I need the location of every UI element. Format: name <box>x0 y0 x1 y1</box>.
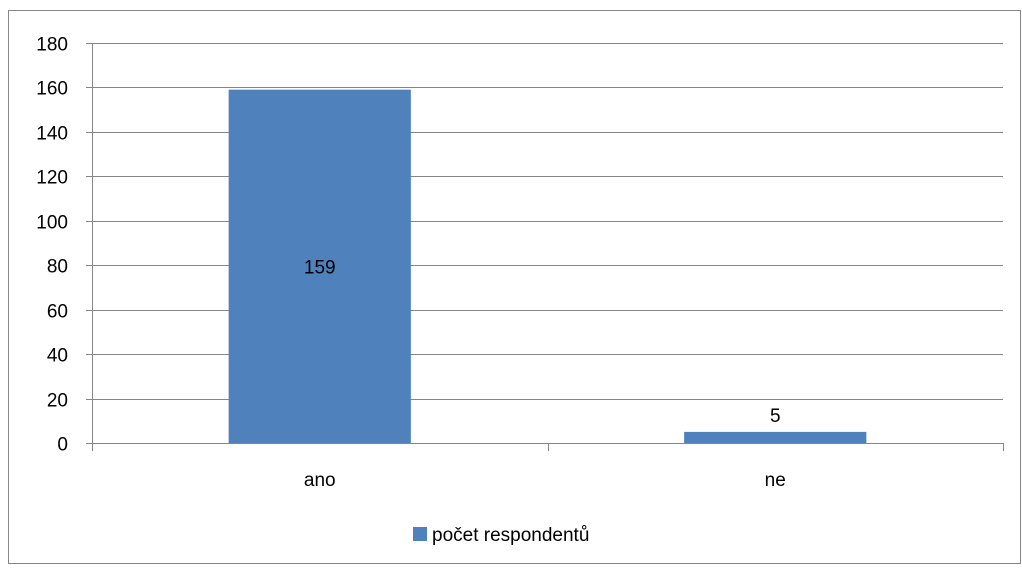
legend-swatch <box>413 527 427 541</box>
chart-border <box>8 10 1021 564</box>
y-tick-label: 140 <box>36 124 68 145</box>
y-tick-label: 120 <box>36 168 68 189</box>
y-tick-label: 20 <box>47 391 68 412</box>
legend-label: počet respondentů <box>432 525 589 546</box>
y-tick-label: 100 <box>36 213 68 234</box>
bar <box>684 431 867 443</box>
x-category-label: ano <box>304 470 336 491</box>
bars <box>228 89 867 444</box>
data-label: 5 <box>770 406 781 427</box>
y-tick-label: 40 <box>47 346 68 367</box>
bar <box>228 89 411 444</box>
x-category-label: ne <box>765 470 786 491</box>
data-label: 159 <box>304 257 336 278</box>
y-tick-label: 80 <box>47 257 68 278</box>
y-tick-label: 60 <box>47 302 68 323</box>
legend: počet respondentů <box>413 525 589 546</box>
y-tick-label: 180 <box>36 35 68 56</box>
axes <box>86 43 1004 451</box>
y-tick-label: 0 <box>57 435 68 456</box>
labels: 0 20 40 60 80 100 120 140 160 180 ano 159 ne 5 <box>36 35 786 492</box>
y-tick-label: 160 <box>36 79 68 100</box>
